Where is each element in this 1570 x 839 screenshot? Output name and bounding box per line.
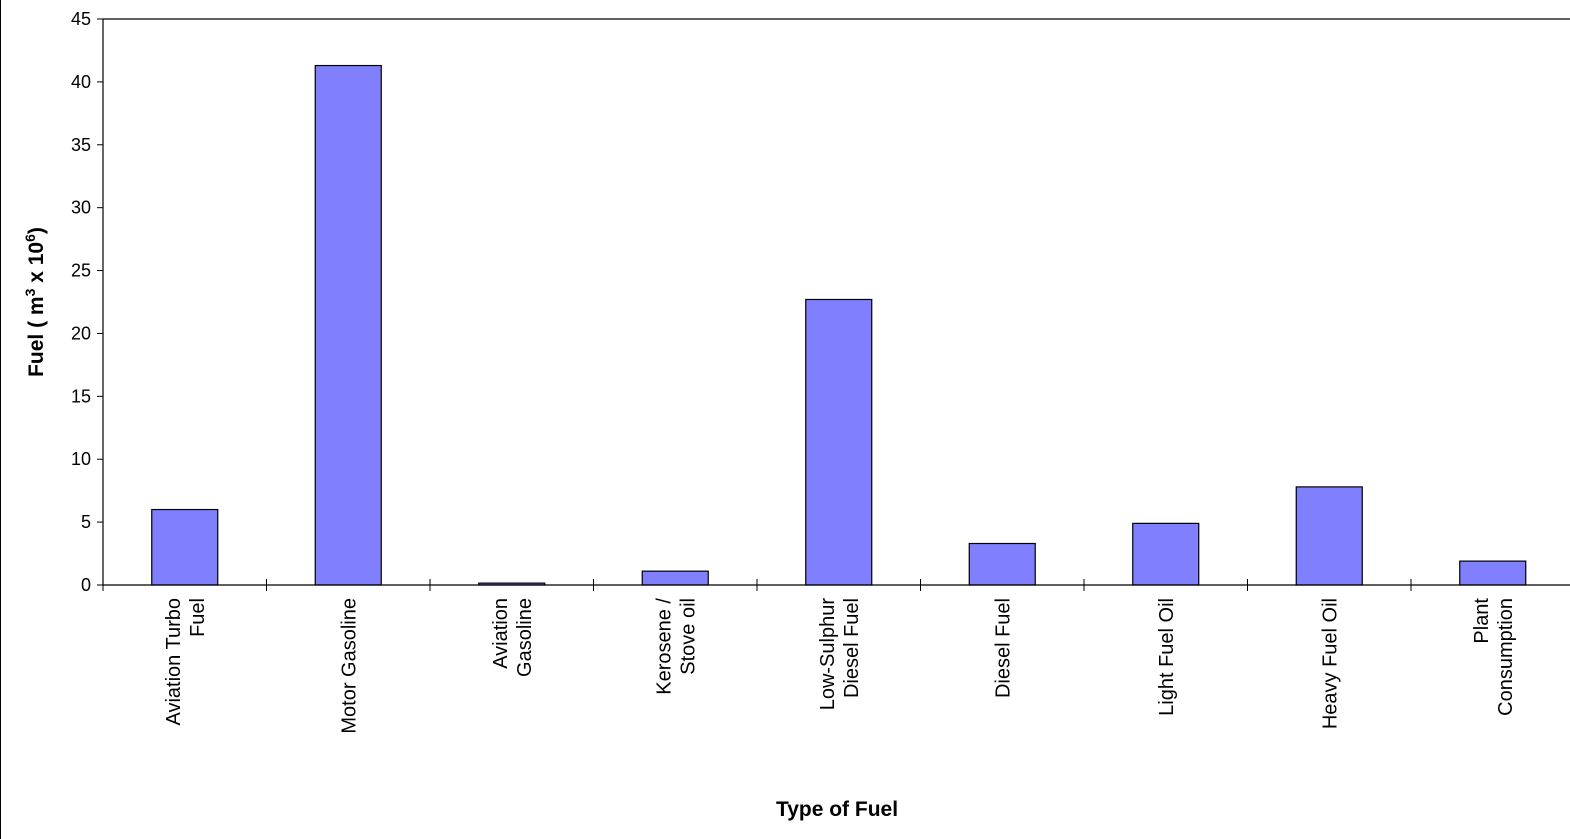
x-tick-label-line: Aviation <box>490 598 512 669</box>
x-tick-label-line: Diesel Fuel <box>992 598 1014 698</box>
bar <box>805 298 873 586</box>
x-tick-label-line: Fuel <box>187 598 209 637</box>
x-tick-label-line: Gasoline <box>514 598 536 677</box>
x-tick-label: Aviation Turbo Fuel <box>163 598 209 726</box>
x-tick-label-line: Light Fuel Oil <box>1156 598 1178 716</box>
y-tick-label: 45 <box>71 9 91 29</box>
x-tick-label: Light Fuel Oil <box>1156 598 1178 716</box>
y-tick-label: 30 <box>71 198 91 218</box>
x-tick-label: Diesel Fuel <box>992 598 1014 698</box>
x-tick-label-line: Diesel Fuel <box>841 598 863 698</box>
x-tick-label: Motor Gasoline <box>338 598 360 734</box>
y-tick-label: 5 <box>81 512 91 532</box>
y-tick-label: 10 <box>71 449 91 469</box>
x-tick-label: Low-Sulphur Diesel Fuel <box>817 598 863 711</box>
x-tick-label-line: Low-Sulphur <box>817 598 839 711</box>
bar <box>1132 522 1200 586</box>
bar <box>314 64 382 586</box>
x-axis-title: Type of Fuel <box>776 798 898 821</box>
y-tick-label: 15 <box>71 386 91 406</box>
x-tick-label-line: Plant <box>1471 598 1493 644</box>
x-tick-label: Kerosene / Stove oil <box>653 598 699 695</box>
x-tick-label-line: Motor Gasoline <box>338 598 360 734</box>
bar <box>151 508 219 586</box>
y-tick-label: 40 <box>71 72 91 92</box>
x-tick-label: Plant Consumption <box>1471 598 1517 716</box>
bar <box>1459 560 1527 586</box>
y-tick-label: 25 <box>71 261 91 281</box>
bar <box>968 542 1036 586</box>
y-tick-label: 35 <box>71 135 91 155</box>
x-tick-label-line: Consumption <box>1495 598 1517 716</box>
y-tick-label: 0 <box>81 575 91 595</box>
bar <box>641 570 709 586</box>
x-tick-label-line: Stove oil <box>677 598 699 675</box>
x-tick-label-line: Kerosene / <box>653 598 675 695</box>
y-axis-title: Fuel ( m3 x 106) <box>22 227 48 377</box>
x-tick-label-line: Aviation Turbo <box>163 598 185 726</box>
y-tick-label: 20 <box>71 323 91 343</box>
x-tick-label: Heavy Fuel Oil <box>1319 598 1341 729</box>
x-tick-label: Aviation Gasoline <box>490 598 536 677</box>
bar <box>1295 486 1363 586</box>
x-tick-label-line: Heavy Fuel Oil <box>1319 598 1341 729</box>
